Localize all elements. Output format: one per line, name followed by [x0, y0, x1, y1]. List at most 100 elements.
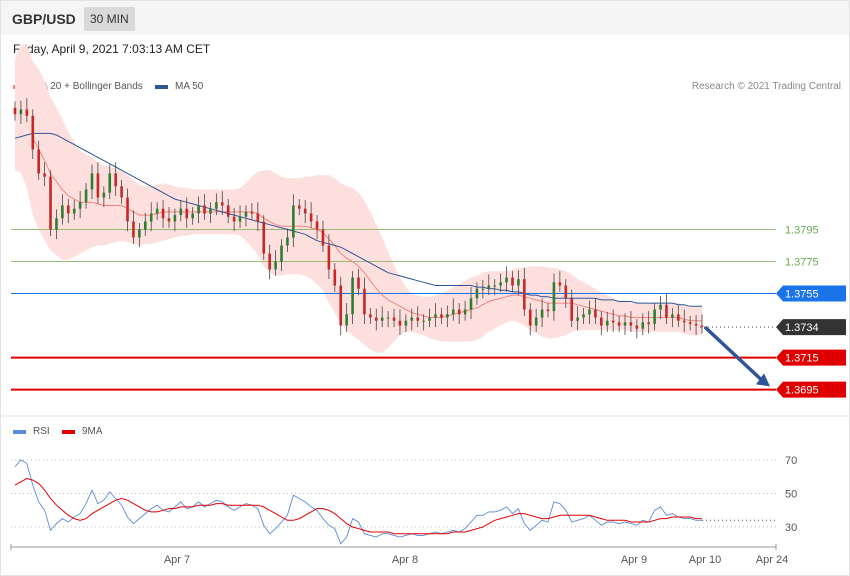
candle-body — [576, 317, 579, 321]
candle-body — [25, 109, 29, 116]
level-tag-1.3734 — [776, 319, 846, 336]
candle-body — [345, 314, 348, 326]
candle-body — [363, 288, 366, 315]
rsi-tick-label-50: 50 — [785, 489, 797, 501]
level-label-1.3695: 1.3695 — [785, 385, 819, 397]
candle-body — [209, 208, 212, 214]
candle-body — [469, 298, 473, 310]
level-label-1.3795: 1.3795 — [785, 224, 819, 236]
candle-body — [120, 186, 123, 198]
candle-body — [226, 205, 230, 217]
candle-body — [268, 253, 271, 270]
candle-body — [558, 282, 562, 286]
candle-body — [422, 320, 425, 322]
candle-body — [244, 211, 248, 217]
candle-body — [297, 205, 301, 209]
candle-body — [398, 320, 402, 326]
level-label-1.3715: 1.3715 — [785, 353, 819, 365]
candle-body — [84, 189, 88, 203]
timeframe-badge[interactable]: 30 MIN — [84, 7, 135, 31]
candle-body — [303, 208, 307, 214]
candle-body — [682, 320, 686, 323]
candle-body — [570, 298, 574, 321]
candle-body — [505, 277, 508, 283]
candle-body — [138, 229, 141, 238]
candle-body — [220, 202, 224, 206]
candle-body — [611, 320, 615, 323]
candle-body — [250, 211, 254, 214]
candle-body — [232, 216, 236, 222]
candle-body — [641, 322, 645, 329]
candle-body — [292, 205, 295, 238]
candle-body — [143, 221, 147, 230]
candle-body — [617, 322, 621, 326]
candle-body — [416, 317, 420, 321]
candle-body — [700, 325, 704, 328]
candle-body — [72, 208, 76, 214]
candle-body — [197, 205, 200, 214]
candle-body — [588, 309, 591, 315]
candle-body — [451, 309, 455, 315]
rsi-tick-label-70: 70 — [785, 455, 797, 467]
candle-body — [114, 173, 117, 187]
candle-body — [688, 322, 692, 324]
candle-body — [286, 237, 289, 246]
candle-body — [671, 314, 674, 318]
candle-body — [203, 205, 206, 214]
candle-body — [659, 304, 662, 310]
candle-body — [600, 317, 603, 326]
candle-body — [13, 107, 17, 115]
level-label-1.3775: 1.3775 — [785, 257, 819, 269]
rsi-ma-legend: 9MA — [62, 426, 103, 437]
candle-body — [481, 288, 485, 290]
candle-body — [102, 192, 106, 198]
ma50-line — [14, 132, 702, 307]
rsi-legend-label: RSI — [33, 426, 50, 437]
candle-body — [191, 213, 194, 219]
rsi-series-9ma — [14, 477, 702, 535]
rsi-tick-label-30: 30 — [785, 522, 797, 534]
candle-body — [629, 322, 633, 326]
candle-body — [463, 309, 467, 315]
candle-body — [161, 208, 165, 219]
candle-body — [665, 304, 668, 318]
candle-body — [499, 282, 502, 286]
candle-body — [55, 218, 58, 230]
candle-body — [173, 215, 177, 222]
candle-body — [511, 277, 514, 286]
candle-body — [653, 309, 656, 324]
candle-body — [108, 173, 112, 193]
candle-body — [594, 309, 597, 318]
forecast-arrow-head — [756, 373, 770, 387]
candle-body — [428, 317, 431, 321]
candle-body — [564, 285, 568, 299]
candle-body — [315, 221, 319, 230]
candle-body — [185, 208, 189, 219]
symbol-title: GBP/USD — [12, 11, 76, 27]
x-tick-label: Apr 7 — [164, 554, 190, 566]
candle-body — [37, 149, 40, 174]
ma50-swatch — [155, 84, 168, 89]
candle-body — [546, 309, 550, 312]
candle-body — [43, 173, 46, 177]
candle-body — [374, 317, 378, 321]
candle-body — [321, 229, 325, 246]
candle-body — [540, 309, 544, 318]
rsi-legend: RSI — [13, 426, 50, 437]
candle-body — [487, 285, 491, 289]
candle-body — [167, 218, 171, 222]
chart-header: GBP/USD 30 MIN — [1, 1, 849, 35]
candle-body — [67, 205, 70, 214]
candle-body — [523, 279, 526, 310]
candle-body — [126, 197, 129, 222]
candle-body — [280, 245, 283, 262]
candle-body — [517, 279, 520, 286]
rsi-swatch — [13, 429, 26, 434]
candle-body — [61, 205, 64, 219]
x-tick-label: Apr 10 — [689, 554, 721, 566]
candle-body — [582, 314, 585, 318]
candle-body — [155, 208, 159, 214]
level-label-1.3755: 1.3755 — [785, 289, 819, 301]
candle-body — [493, 285, 497, 287]
